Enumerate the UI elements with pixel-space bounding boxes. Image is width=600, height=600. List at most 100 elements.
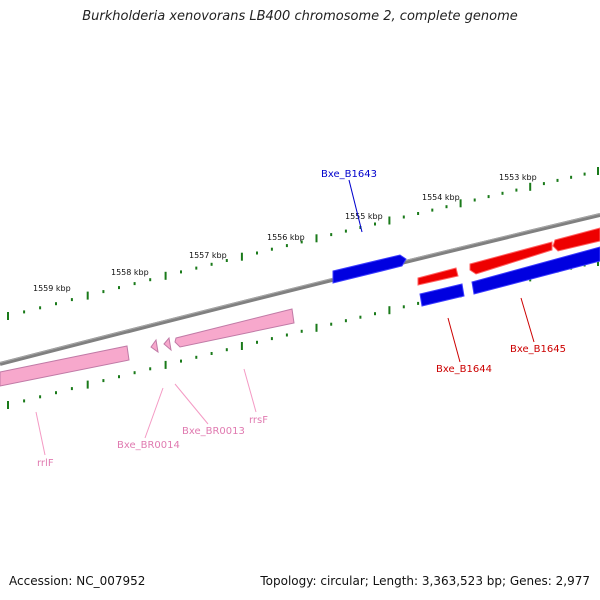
- inner-minor-tick: [118, 375, 120, 379]
- inner-minor-tick: [225, 348, 228, 352]
- feature-rrsf[interactable]: [174, 308, 295, 348]
- outer-tick-ring: [7, 167, 599, 320]
- outer-minor-tick: [180, 270, 182, 274]
- label-rrlf[interactable]: rrlF: [37, 458, 54, 469]
- outer-minor-tick: [402, 215, 405, 219]
- feature-bxe-b1645-upper[interactable]: [469, 241, 553, 275]
- inner-major-tick: [164, 360, 167, 369]
- outer-major-tick: [164, 271, 167, 280]
- leader-rrlf: [35, 411, 46, 456]
- label-rrsf[interactable]: rrsF: [249, 415, 268, 426]
- outer-major-tick: [315, 234, 318, 243]
- inner-minor-tick: [285, 333, 288, 337]
- inner-minor-tick: [359, 315, 362, 319]
- outer-minor-tick: [570, 175, 573, 179]
- leader-bxe-b1643: [348, 179, 363, 233]
- feature-bxe-b1644-upper[interactable]: [417, 267, 459, 286]
- tick-label-1555: 1555 kbp: [345, 212, 383, 221]
- inner-major-tick: [86, 380, 89, 389]
- outer-major-tick: [597, 167, 599, 175]
- inner-minor-tick: [39, 395, 42, 399]
- chromosome-backbone-highlight: [0, 213, 600, 364]
- outer-minor-tick: [515, 188, 518, 192]
- leader-bxe-b1645: [520, 297, 535, 343]
- label-bxe-b1645[interactable]: Bxe_B1645: [510, 344, 566, 355]
- outer-minor-tick: [374, 222, 376, 226]
- outer-minor-tick: [344, 229, 347, 233]
- feature-bxe-b1643[interactable]: [332, 254, 407, 284]
- inner-major-tick: [240, 342, 243, 350]
- inner-minor-tick: [70, 387, 73, 391]
- outer-major-tick: [7, 312, 9, 320]
- outer-minor-tick: [285, 244, 288, 248]
- feature-bxe-br0013[interactable]: [163, 336, 172, 352]
- inner-major-tick: [315, 323, 318, 332]
- inner-minor-tick: [23, 399, 26, 403]
- tick-label-1558: 1558 kbp: [111, 268, 149, 277]
- outer-minor-tick: [256, 251, 258, 255]
- outer-minor-tick: [487, 195, 490, 199]
- feature-bxe-br0014[interactable]: [150, 338, 159, 354]
- outer-minor-tick: [39, 306, 42, 310]
- map-title: Burkholderia xenovorans LB400 chromosome…: [82, 9, 518, 24]
- inner-minor-tick: [374, 312, 376, 316]
- inner-minor-tick: [180, 359, 182, 363]
- tick-label-1557: 1557 kbp: [189, 251, 227, 260]
- outer-minor-tick: [417, 212, 420, 215]
- tick-label-1556: 1556 kbp: [267, 233, 305, 242]
- outer-minor-tick: [149, 278, 152, 282]
- inner-minor-tick: [256, 340, 258, 344]
- label-bxe-br0013[interactable]: Bxe_BR0013: [182, 426, 245, 437]
- inner-minor-tick: [344, 319, 347, 323]
- outer-major-tick: [388, 216, 391, 225]
- outer-minor-tick: [102, 290, 105, 294]
- inner-minor-tick: [330, 322, 333, 326]
- tick-label-1553: 1553 kbp: [499, 173, 537, 182]
- outer-minor-tick: [501, 191, 504, 195]
- inner-minor-tick: [195, 355, 198, 359]
- outer-minor-tick: [270, 247, 273, 251]
- feature-bxe-b1644[interactable]: [419, 283, 465, 307]
- inner-major-tick: [7, 401, 9, 409]
- leader-bxe-br0014: [144, 387, 164, 439]
- outer-minor-tick: [300, 240, 303, 244]
- label-bxe-b1643[interactable]: Bxe_B1643: [321, 169, 377, 180]
- outer-minor-tick: [330, 233, 333, 237]
- label-bxe-br0014[interactable]: Bxe_BR0014: [117, 440, 180, 451]
- accession-text: Accession: NC_007952: [9, 574, 146, 588]
- feature-rrlf[interactable]: [0, 345, 130, 387]
- feature-bxe-b1645[interactable]: [471, 246, 600, 295]
- outer-major-tick: [529, 182, 532, 191]
- feature-bxe-b1646-partial[interactable]: [552, 227, 600, 252]
- leader-bxe-br0013: [174, 383, 209, 425]
- outer-minor-tick: [70, 298, 73, 302]
- outer-major-tick: [240, 252, 243, 261]
- outer-minor-tick: [23, 310, 26, 314]
- outer-minor-tick: [556, 178, 559, 182]
- inner-major-tick: [388, 306, 391, 315]
- inner-minor-tick: [270, 337, 273, 341]
- outer-minor-tick: [542, 182, 545, 186]
- inner-minor-tick: [417, 301, 420, 305]
- tick-label-1554: 1554 kbp: [422, 193, 460, 202]
- leader-bxe-b1644: [447, 317, 461, 363]
- genome-summary-text: Topology: circular; Length: 3,363,523 bp…: [260, 574, 590, 588]
- inner-minor-tick: [55, 391, 57, 395]
- tick-label-1559: 1559 kbp: [33, 284, 71, 293]
- outer-minor-tick: [195, 266, 198, 270]
- outer-major-tick: [86, 291, 89, 300]
- chromosome-backbone: [0, 213, 600, 366]
- outer-minor-tick: [431, 208, 434, 212]
- label-bxe-b1644[interactable]: Bxe_B1644: [436, 364, 492, 375]
- outer-minor-tick: [225, 259, 228, 262]
- inner-minor-tick: [300, 329, 303, 333]
- inner-minor-tick: [149, 367, 152, 371]
- inner-minor-tick: [210, 352, 213, 355]
- outer-minor-tick: [210, 262, 213, 266]
- outer-minor-tick: [133, 282, 136, 286]
- inner-minor-tick: [402, 305, 405, 309]
- inner-minor-tick: [133, 371, 136, 375]
- outer-major-tick: [459, 199, 462, 208]
- leader-rrsf: [243, 368, 257, 413]
